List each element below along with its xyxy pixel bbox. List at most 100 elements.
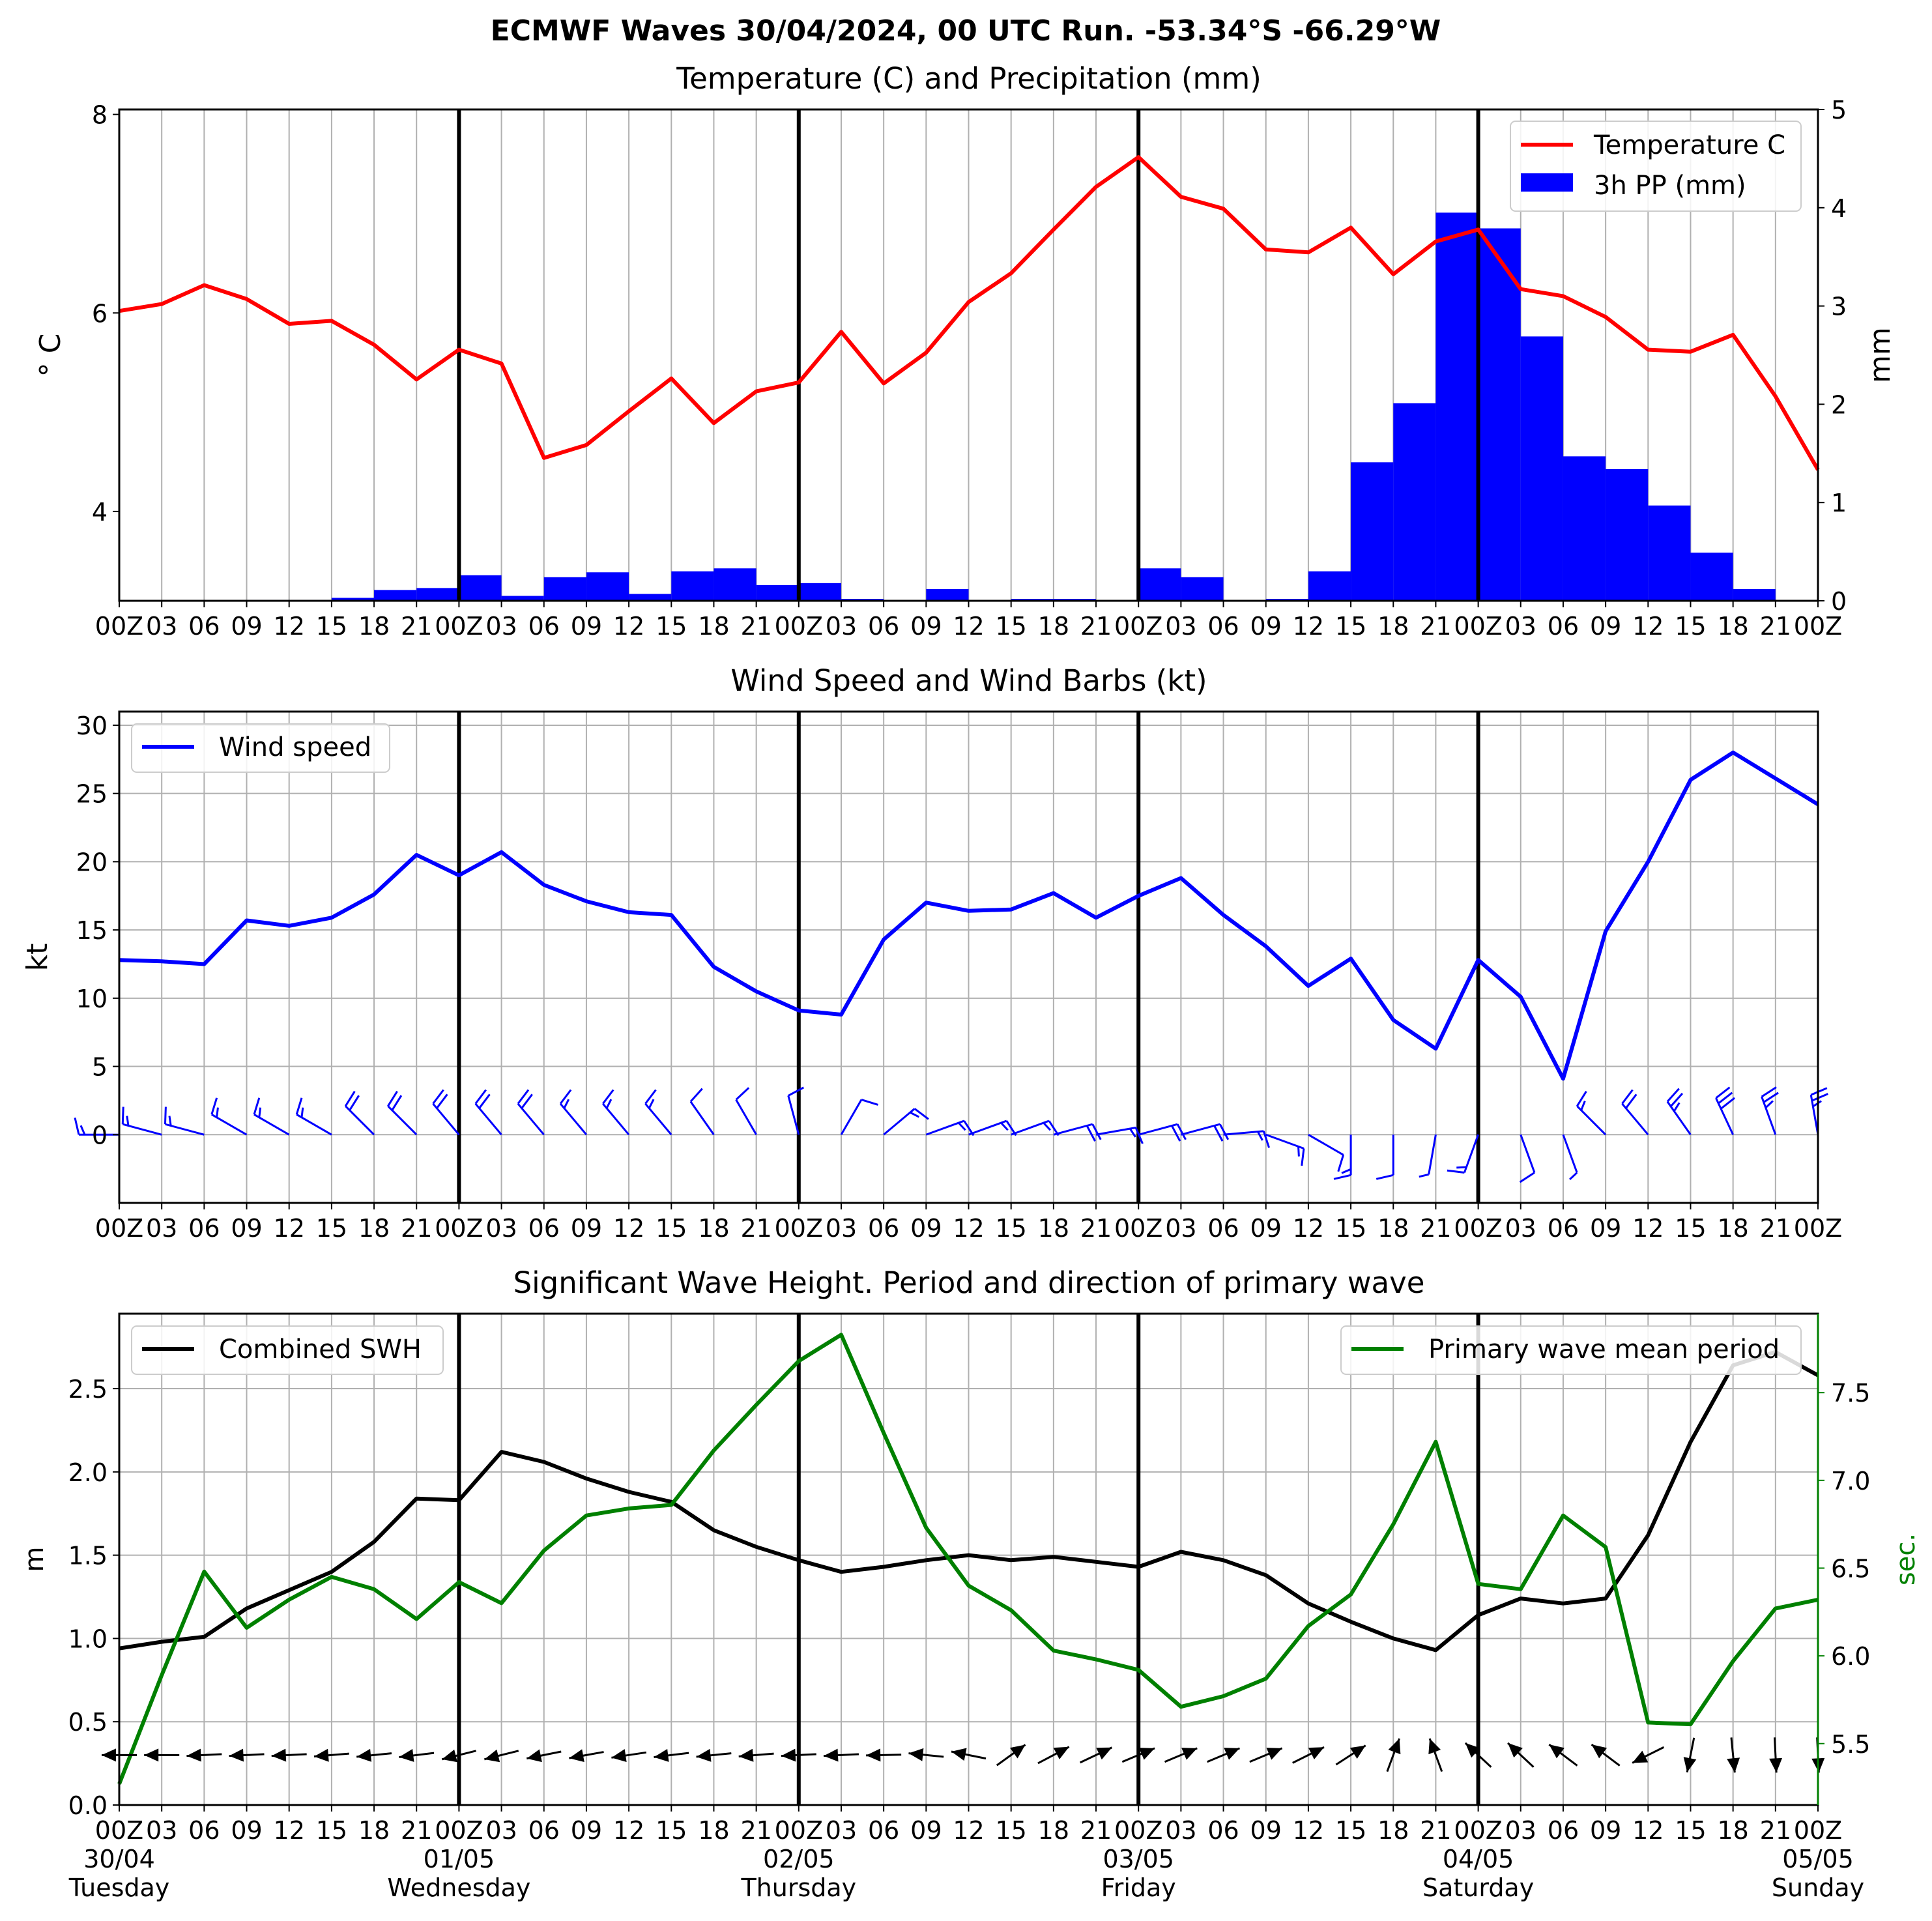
temp-x-tick-label: 21 [1420, 612, 1451, 641]
wind-barb [1180, 1123, 1230, 1142]
wave-x-tick-label: 09 [910, 1816, 942, 1845]
temp-x-tick-label: 12 [274, 612, 305, 641]
wind-barb-flag [1761, 1086, 1777, 1098]
wave-arrow-head [313, 1748, 329, 1762]
wave-x-tick-label: 15 [1675, 1816, 1706, 1845]
wind-y-axis-label: kt [21, 944, 54, 972]
wave-x-tick-label: 12 [274, 1816, 305, 1845]
wave-x-tick-label: 00Z [775, 1816, 823, 1845]
temp-x-tick-label: 00Z [1794, 612, 1842, 641]
wave-arrow-head [442, 1749, 457, 1763]
wind-barb-staff [1180, 1123, 1220, 1136]
wind-barb-flag [1301, 1148, 1305, 1166]
wind-barb-flag [1257, 1131, 1263, 1141]
wind-barb-staff [883, 1108, 916, 1136]
wind-x-tick-label: 18 [1717, 1214, 1748, 1243]
wind-y-tick-label: 15 [76, 916, 108, 945]
precip-bar [1138, 568, 1181, 601]
wind-y-tick-label: 10 [76, 985, 108, 1013]
precip-bar [1265, 598, 1308, 601]
wave-direction-arrow [399, 1748, 435, 1762]
wave-x-tick-label: 09 [1250, 1816, 1282, 1845]
wind-barb-flag [1341, 1168, 1351, 1174]
wind-barb [735, 1087, 757, 1136]
wind-x-tick-label: 06 [868, 1214, 899, 1243]
wind-x-tick-label: 00Z [1794, 1214, 1842, 1243]
wind-x-tick-label: 09 [1250, 1214, 1282, 1243]
wind-barb-flag [1043, 1122, 1051, 1131]
wave-arrow-head [356, 1748, 372, 1762]
wave-x-tick-label: 12 [1632, 1816, 1664, 1845]
wave-arrow-head [611, 1749, 627, 1762]
day-weekday-label: Wednesday [387, 1873, 530, 1902]
wave-arrow-head [569, 1749, 584, 1763]
wind-barb-flag [1456, 1166, 1467, 1169]
wind-barb-staff [968, 1119, 1007, 1136]
temperature-legend-frame [1510, 121, 1802, 212]
temp-x-tick-label: 15 [316, 612, 347, 641]
wave-direction-arrow [823, 1748, 859, 1762]
wave-direction-arrow [186, 1748, 222, 1762]
wind-x-tick-label: 18 [358, 1214, 390, 1243]
wind-barb [1419, 1134, 1437, 1178]
wave-direction-arrow [569, 1749, 604, 1763]
temp-x-tick-label: 12 [1293, 612, 1324, 641]
wind-barb-staff [735, 1099, 757, 1136]
wind-panel-title: Wind Speed and Wind Barbs (kt) [730, 663, 1207, 698]
wind-x-tick-label: 21 [1080, 1214, 1112, 1243]
wave-x-tick-label: 03 [485, 1816, 517, 1845]
wave-direction-arrow [526, 1749, 562, 1763]
wind-legend-frame [131, 723, 390, 773]
wind-barb [121, 1106, 162, 1136]
precip-bar [798, 583, 841, 601]
wave-direction-arrow [356, 1748, 392, 1762]
temp-x-tick-label: 03 [146, 612, 177, 641]
wind-x-tick-label: 21 [740, 1214, 771, 1243]
wind-barb-flag [1720, 1097, 1736, 1110]
temp-x-tick-label: 06 [1548, 612, 1579, 641]
wave-direction-arrow [1079, 1746, 1113, 1764]
precip-bar [1435, 212, 1478, 601]
temp-y-tick-label: 4 [92, 498, 108, 527]
temp-x-tick-label: 00Z [1114, 612, 1162, 641]
wind-barb [1809, 1087, 1828, 1135]
wind-barb [164, 1106, 205, 1136]
wind-x-tick-label: 15 [1675, 1214, 1706, 1243]
wave-arrow-head [1683, 1757, 1697, 1772]
wind-barb [1223, 1130, 1270, 1148]
wave-arrow-head [1388, 1738, 1401, 1755]
wave-x-tick-label: 18 [1038, 1816, 1069, 1845]
wave-direction-arrow [611, 1749, 647, 1762]
wave-x-tick-label: 21 [1760, 1816, 1791, 1845]
wind-x-tick-label: 18 [698, 1214, 729, 1243]
wave-x-tick-label: 00Z [1454, 1816, 1502, 1845]
wave-x-tick-label: 18 [1377, 1816, 1409, 1845]
wind-legend: Wind speed [131, 723, 390, 773]
wind-x-tick-label: 00Z [775, 1214, 823, 1243]
wind-x-tick-label: 09 [910, 1214, 942, 1243]
wave-direction-arrow [1591, 1743, 1621, 1767]
wind-barb-flag [258, 1107, 262, 1118]
precip-bar [1520, 336, 1563, 601]
wave-arrow-head [696, 1748, 712, 1762]
wind-barb-staff [432, 1103, 460, 1136]
wave-x-tick-label: 15 [995, 1816, 1026, 1845]
precip-bar [374, 590, 417, 601]
wind-barb-flag [1621, 1089, 1634, 1105]
wind-barb [1666, 1088, 1692, 1136]
wind-barb-flag [391, 1095, 403, 1111]
day-weekday-label: Thursday [740, 1873, 856, 1902]
temp-y-tick-label: 6 [92, 299, 108, 328]
wind-x-tick-label: 09 [1590, 1214, 1621, 1243]
wave-direction-arrow [1249, 1747, 1283, 1763]
wind-barb-staff [689, 1101, 715, 1136]
wind-barb-flag [1129, 1128, 1136, 1138]
wind-barb-flag [168, 1116, 172, 1126]
wind-barb-flag [1718, 1091, 1733, 1105]
wind-x-tick-label: 03 [1505, 1214, 1536, 1243]
precip-y2-tick-label: 3 [1831, 293, 1847, 321]
